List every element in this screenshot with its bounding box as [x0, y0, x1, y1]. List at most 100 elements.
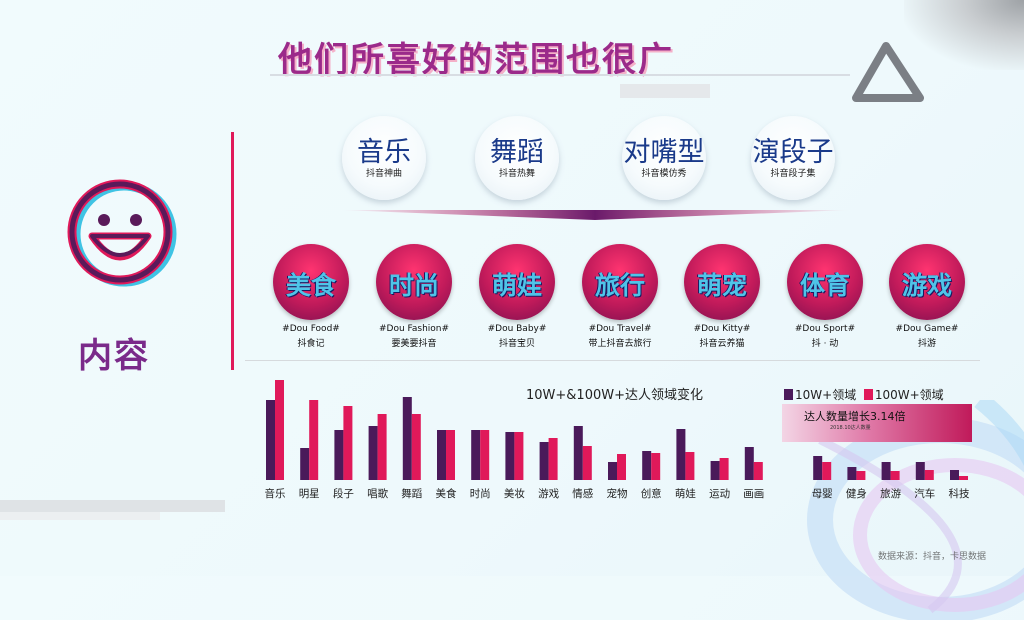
- bar-100w: [446, 430, 455, 480]
- decor-bar: [620, 84, 710, 98]
- page-title: 他们所喜好的范围也很广: [278, 40, 674, 80]
- bar-100w: [822, 462, 832, 480]
- bar-100w: [685, 452, 695, 480]
- x-tick-label: 科技: [949, 487, 970, 500]
- bar-100w: [275, 380, 284, 480]
- bar-10w: [915, 462, 925, 480]
- bar-100w: [480, 430, 490, 480]
- bar-10w: [676, 429, 686, 480]
- circle-music: 音乐 抖音神曲: [342, 116, 426, 200]
- category-label: 时尚: [388, 271, 439, 300]
- x-tick-label: 情感: [572, 487, 593, 500]
- circle-label: 舞蹈: [490, 137, 544, 168]
- category-pet: 萌宠 #Dou Kitty# 抖音云养猫: [672, 244, 772, 349]
- x-tick-label: 段子: [333, 487, 354, 500]
- growth-note: 达人数量增长3.14倍: [804, 410, 906, 423]
- source-note: 数据来源：抖音，卡思数据: [878, 552, 987, 562]
- category-tag: #Dou Fashion#: [378, 324, 450, 334]
- category-tag: #Dou Kitty#: [693, 324, 751, 334]
- bar-10w: [266, 400, 275, 480]
- category-sub: 抖音云养猫: [699, 339, 745, 349]
- bar-10w: [950, 470, 959, 480]
- legend-swatch: [784, 389, 793, 400]
- circle-sublabel: 抖音热舞: [498, 169, 535, 179]
- bar-10w: [881, 462, 891, 480]
- growth-subnote: 2018.10达人数量: [830, 425, 871, 431]
- divider-horizontal: [245, 360, 980, 361]
- circle-dance: 舞蹈 抖音热舞: [475, 116, 559, 200]
- bar-10w: [471, 430, 481, 480]
- x-tick-label: 宠物: [607, 487, 628, 500]
- bar-100w: [343, 406, 353, 480]
- divider-vertical: [231, 132, 234, 370]
- bar-10w: [847, 467, 857, 480]
- x-tick-label: 萌娃: [675, 487, 696, 500]
- circle-sublabel: 抖音模仿秀: [641, 169, 687, 179]
- bar-10w: [710, 461, 720, 480]
- circle-sublabel: 抖音段子集: [770, 169, 816, 179]
- circle-sublabel: 抖音神曲: [365, 169, 402, 179]
- category-ball: 时尚: [376, 244, 452, 320]
- category-food: 美食 #Dou Food# 抖食记: [261, 244, 361, 349]
- x-tick-label: 汽车: [914, 487, 935, 500]
- x-tick-label: 明星: [299, 488, 320, 500]
- category-tag: #Dou Game#: [895, 324, 959, 334]
- bar-chart: 音乐 明星 段子 唱歌 舞蹈 美食 时尚 美妆 游戏 情感 宠物 创意 萌娃 运动 画画 母婴 健身 旅游 汽车 科技…: [265, 380, 970, 500]
- bar-100w: [753, 462, 763, 480]
- bar-100w: [924, 470, 934, 480]
- chart-legend: 10W+领域 100W+领域: [784, 386, 944, 403]
- x-tick-label: 母婴: [812, 488, 833, 500]
- chart-title: 10W+&100W+达人领域变化: [526, 388, 703, 403]
- category-game: 游戏 #Dou Game# 抖游: [877, 244, 977, 349]
- growth-callout: 达人数量增长3.14倍 2018.10达人数量: [782, 404, 972, 442]
- bar-10w: [642, 451, 652, 480]
- circle-label: 音乐: [357, 137, 411, 168]
- x-tick-label: 美食: [436, 487, 457, 500]
- category-sub: 抖 · 动: [811, 339, 839, 349]
- x-tick-label: 音乐: [265, 487, 286, 500]
- legend-label: 100W+领域: [874, 388, 944, 402]
- category-label: 美食: [285, 271, 336, 300]
- category-label: 萌娃: [491, 271, 542, 300]
- bar-100w: [411, 414, 421, 480]
- bar-10w: [300, 448, 310, 480]
- legend-swatch: [863, 389, 873, 400]
- category-label: 萌宠: [696, 271, 747, 300]
- bar-10w: [744, 447, 754, 480]
- triangle-decoration: [852, 42, 924, 102]
- category-tag: #Dou Travel#: [588, 324, 652, 334]
- category-tag: #Dou Sport#: [794, 324, 856, 334]
- category-sub: 抖食记: [297, 339, 325, 349]
- x-tick-label: 游戏: [538, 487, 560, 500]
- x-tick-label: 运动: [709, 488, 730, 500]
- bar-10w: [334, 430, 344, 480]
- category-label: 游戏: [901, 271, 952, 300]
- circle-lipsync: 对嘴型 抖音模仿秀: [622, 116, 706, 200]
- bar-100w: [514, 432, 524, 480]
- corner-shadow: [904, 0, 1024, 70]
- category-tag: #Dou Baby#: [487, 324, 547, 334]
- category-sub: 抖音宝贝: [498, 339, 535, 349]
- circle-label: 对嘴型: [623, 137, 705, 168]
- category-sub: 带上抖音去旅行: [588, 339, 652, 349]
- x-tick-label: 健身: [846, 487, 867, 500]
- category-tag: #Dou Food#: [282, 324, 340, 334]
- smiley-face-icon: [67, 179, 177, 287]
- category-baby: 萌娃 #Dou Baby# 抖音宝贝: [467, 244, 567, 349]
- section-label: 内容: [78, 336, 150, 376]
- bar-100w: [309, 400, 319, 480]
- bar-10w: [608, 462, 617, 480]
- category-ball: 旅行: [582, 244, 658, 320]
- x-tick-label: 舞蹈: [401, 488, 422, 500]
- category-ball: 体育: [787, 244, 863, 320]
- bar-100w: [617, 454, 626, 480]
- x-tick-label: 美妆: [504, 487, 525, 500]
- x-tick-label: 创意: [641, 487, 662, 500]
- category-label: 旅行: [594, 271, 645, 300]
- title-underline: [270, 74, 850, 76]
- bar-100w: [959, 476, 968, 480]
- category-sub: 要美要抖音: [391, 339, 437, 349]
- circle-label: 演段子: [752, 137, 834, 168]
- bar-10w: [368, 426, 378, 480]
- bar-100w: [719, 458, 729, 480]
